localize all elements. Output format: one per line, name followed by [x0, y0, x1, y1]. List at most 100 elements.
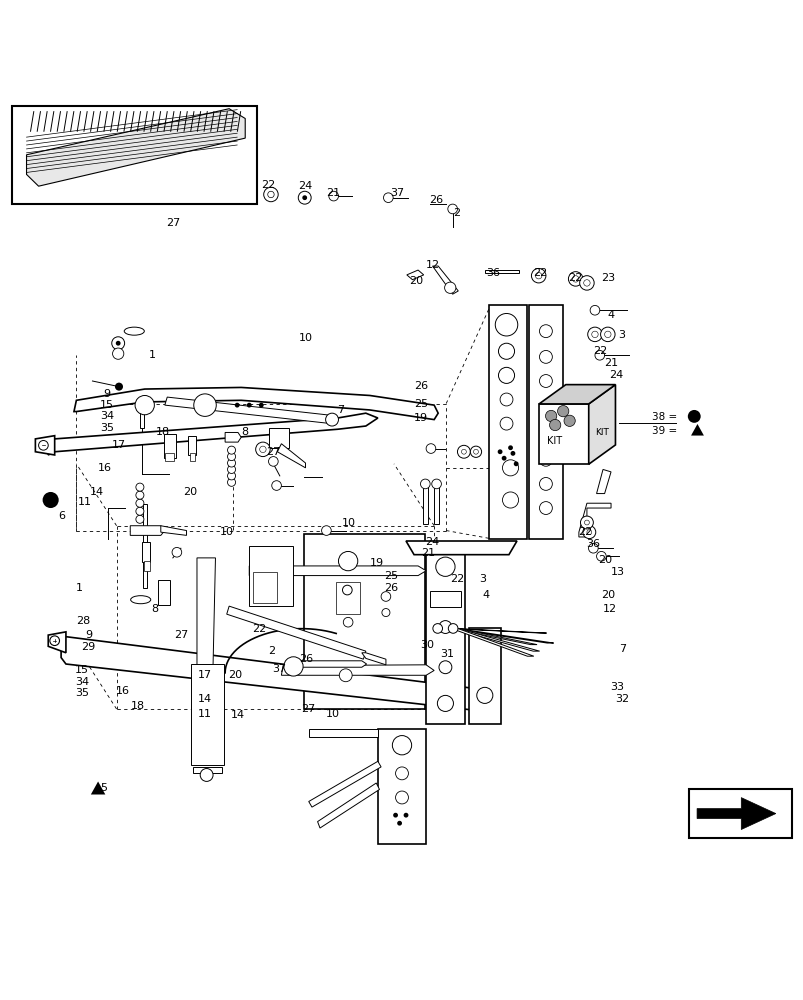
Circle shape [535, 272, 541, 279]
Text: 29: 29 [81, 642, 96, 652]
Circle shape [393, 813, 397, 818]
Text: KIT: KIT [546, 436, 561, 446]
Polygon shape [422, 480, 427, 524]
Text: 20: 20 [409, 276, 423, 286]
Text: 1: 1 [149, 350, 156, 360]
Text: 1: 1 [76, 583, 83, 593]
Text: 34: 34 [75, 677, 89, 687]
Circle shape [539, 402, 552, 415]
Circle shape [499, 393, 512, 406]
Text: 24: 24 [298, 181, 312, 191]
Text: 36: 36 [486, 268, 500, 278]
Text: 7: 7 [337, 405, 344, 415]
Circle shape [435, 557, 454, 576]
Circle shape [572, 276, 578, 282]
Circle shape [476, 687, 492, 703]
Circle shape [583, 280, 589, 286]
Text: 24: 24 [425, 537, 439, 547]
Text: 14: 14 [89, 487, 104, 497]
Circle shape [549, 419, 560, 431]
Text: 11: 11 [77, 497, 92, 507]
Circle shape [513, 461, 518, 466]
Circle shape [431, 479, 441, 489]
Polygon shape [161, 526, 186, 535]
Text: 20: 20 [183, 487, 198, 497]
Polygon shape [451, 629, 539, 651]
Text: 27: 27 [300, 704, 315, 714]
Circle shape [227, 478, 235, 486]
Polygon shape [430, 591, 460, 607]
Text: 26: 26 [428, 195, 442, 205]
Circle shape [227, 472, 235, 480]
Text: 37: 37 [389, 188, 404, 198]
Text: 21: 21 [420, 548, 434, 558]
Text: 5: 5 [100, 783, 107, 793]
Circle shape [172, 547, 181, 557]
Circle shape [136, 483, 144, 491]
Text: 7: 7 [618, 644, 625, 654]
Polygon shape [269, 428, 289, 448]
Polygon shape [225, 432, 241, 442]
Polygon shape [406, 541, 516, 555]
Bar [190, 453, 195, 461]
Polygon shape [451, 629, 546, 633]
Text: 14: 14 [230, 710, 245, 720]
Circle shape [392, 736, 411, 755]
Text: 34: 34 [100, 411, 114, 421]
Circle shape [426, 444, 435, 453]
Text: 16: 16 [98, 463, 112, 473]
Text: 25: 25 [414, 399, 428, 409]
Circle shape [444, 282, 455, 293]
Polygon shape [696, 798, 775, 830]
Polygon shape [588, 385, 615, 464]
Circle shape [539, 502, 552, 514]
Circle shape [283, 657, 303, 676]
Circle shape [325, 413, 338, 426]
Circle shape [115, 383, 123, 391]
Text: 3: 3 [479, 574, 485, 584]
Text: 2: 2 [453, 208, 459, 218]
Polygon shape [538, 404, 588, 464]
Text: 24: 24 [609, 370, 623, 380]
Polygon shape [35, 436, 55, 455]
Circle shape [112, 337, 124, 350]
Circle shape [383, 193, 393, 203]
Polygon shape [304, 534, 424, 709]
Text: 22: 22 [593, 346, 607, 356]
Circle shape [342, 585, 352, 595]
Text: 35: 35 [75, 688, 89, 698]
Text: 32: 32 [614, 694, 629, 704]
Polygon shape [596, 469, 610, 494]
Bar [336, 582, 360, 614]
Text: 25: 25 [383, 571, 397, 581]
Text: 10: 10 [298, 333, 312, 343]
Circle shape [437, 695, 453, 711]
Text: 27: 27 [266, 447, 280, 457]
Text: 22: 22 [261, 180, 275, 190]
Circle shape [448, 624, 458, 633]
Text: 22: 22 [450, 574, 464, 584]
Polygon shape [191, 664, 223, 765]
Text: 22: 22 [532, 268, 547, 278]
Circle shape [194, 394, 216, 416]
Circle shape [502, 492, 518, 508]
Circle shape [403, 813, 408, 818]
Circle shape [397, 821, 402, 826]
Text: 17: 17 [198, 670, 212, 680]
Polygon shape [197, 558, 215, 665]
Circle shape [328, 191, 338, 201]
Circle shape [544, 410, 556, 422]
Text: KIT: KIT [594, 428, 609, 437]
Circle shape [227, 446, 235, 454]
Polygon shape [434, 480, 438, 524]
Circle shape [116, 341, 120, 346]
Polygon shape [130, 526, 165, 535]
Circle shape [582, 526, 595, 539]
Circle shape [449, 595, 457, 603]
Text: 26: 26 [383, 583, 397, 593]
Circle shape [395, 767, 408, 780]
Circle shape [259, 403, 263, 408]
Circle shape [50, 636, 59, 646]
Circle shape [321, 526, 331, 535]
Bar [426, 551, 464, 724]
